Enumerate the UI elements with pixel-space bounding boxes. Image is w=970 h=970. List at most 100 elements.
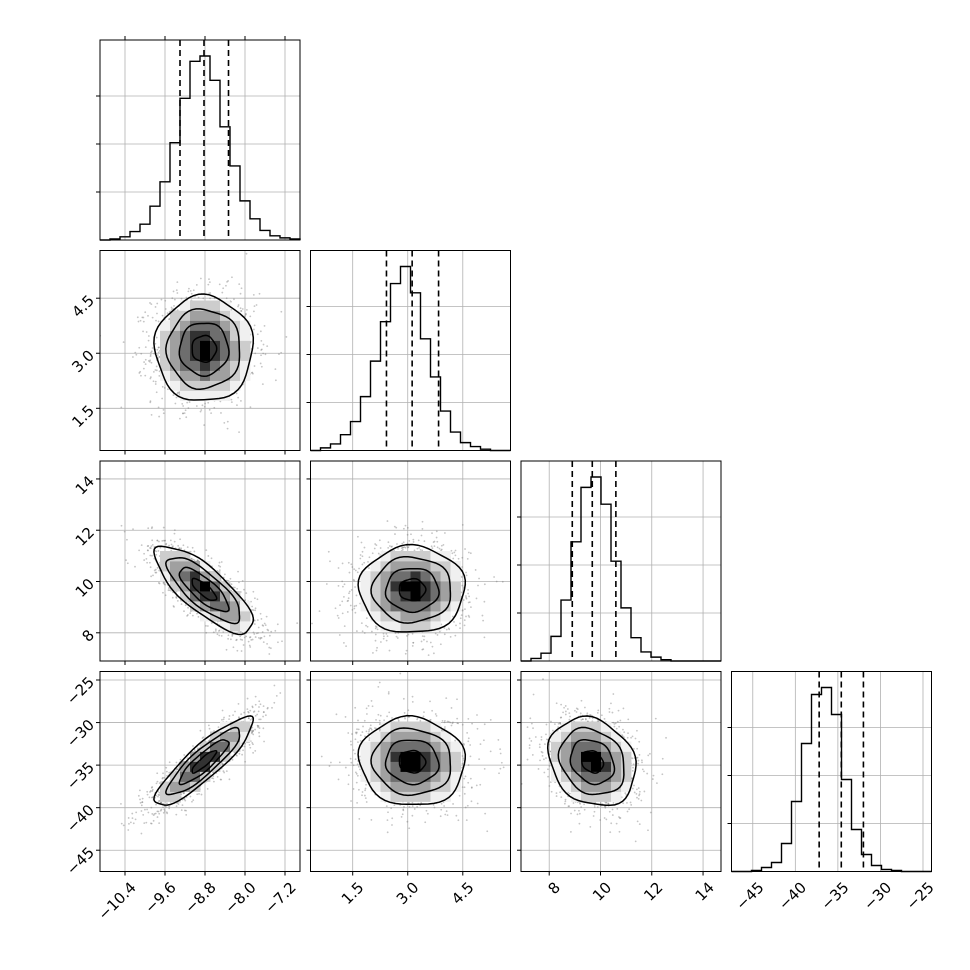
scatter-point (156, 539, 159, 542)
scatter-point (483, 583, 486, 586)
scatter-point (152, 380, 155, 383)
scatter-point (265, 615, 268, 618)
scatter-point (467, 601, 470, 604)
scatter-point (151, 316, 154, 319)
scatter-point (495, 580, 498, 583)
scatter-point (150, 786, 153, 789)
density-cell (220, 350, 231, 361)
scatter-point (266, 345, 269, 348)
scatter-point (237, 396, 240, 399)
density-cell (360, 571, 371, 582)
density-cell (390, 561, 401, 572)
scatter-point (140, 352, 143, 355)
scatter-point (244, 742, 247, 745)
density-cell (180, 340, 191, 351)
scatter-point (376, 628, 379, 631)
scatter-point (187, 606, 189, 609)
scatter-point (126, 562, 129, 565)
scatter-point (142, 316, 145, 319)
density-plot (120, 684, 282, 835)
scatter-point (466, 557, 469, 560)
scatter-point (143, 361, 146, 363)
scatter-point (204, 402, 206, 405)
scatter-point (467, 551, 470, 554)
scatter-point (348, 571, 351, 574)
scatter-point (155, 336, 158, 339)
scatter-point (241, 308, 244, 310)
scatter-point (365, 617, 368, 620)
density-cell (200, 390, 211, 401)
scatter-point (259, 362, 262, 365)
scatter-point (203, 424, 206, 426)
scatter-point (353, 605, 356, 608)
density-cell (160, 350, 171, 361)
scatter-point (171, 308, 173, 311)
scatter-point (259, 637, 262, 640)
scatter-point (221, 718, 223, 721)
density-cell (400, 591, 411, 602)
scatter-point (259, 612, 262, 615)
scatter-point (230, 300, 232, 303)
density-cell (200, 581, 211, 592)
scatter-point (196, 612, 198, 615)
scatter-point (178, 392, 181, 395)
density-cell (190, 340, 201, 351)
scatter-point (223, 716, 225, 719)
scatter-point (208, 278, 210, 281)
scatter-point (173, 540, 176, 543)
density-cell (220, 360, 231, 371)
scatter-point (261, 631, 264, 633)
scatter-point (354, 611, 357, 614)
axes-frame (310, 250, 511, 451)
scatter-point (361, 555, 364, 558)
density-panel-1-0 (96, 250, 301, 455)
scatter-point (147, 339, 150, 342)
scatter-point (157, 582, 160, 584)
scatter-point (355, 630, 358, 632)
scatter-point (188, 401, 191, 403)
scatter-point (143, 559, 146, 561)
scatter-point (171, 546, 174, 548)
scatter-point (397, 547, 399, 550)
scatter-point (406, 533, 409, 536)
scatter-point (158, 582, 161, 585)
hist-panel-0 (96, 36, 301, 241)
histogram-step (731, 686, 932, 873)
scatter-point (396, 637, 399, 639)
scatter-point (461, 609, 464, 612)
density-cell (190, 561, 201, 572)
density-cell (220, 320, 231, 331)
scatter-point (183, 792, 186, 795)
scatter-point (154, 383, 157, 385)
scatter-point (368, 556, 371, 559)
scatter-point (263, 635, 266, 638)
density-cell (240, 320, 251, 331)
density-cell (410, 551, 421, 562)
scatter-point (467, 592, 470, 595)
scatter-point (139, 319, 142, 322)
density-cell (420, 611, 431, 622)
scatter-point (220, 634, 223, 637)
scatter-point (262, 624, 265, 627)
scatter-point (149, 547, 152, 549)
scatter-point (417, 667, 419, 669)
scatter-point (245, 308, 248, 311)
scatter-point (443, 627, 446, 629)
scatter-point (254, 607, 257, 610)
scatter-point (401, 547, 403, 550)
scatter-point (154, 369, 157, 371)
scatter-point (361, 563, 364, 566)
scatter-point (217, 564, 220, 567)
scatter-point (244, 312, 247, 315)
histogram-step (310, 265, 511, 452)
scatter-point (191, 546, 194, 549)
scatter-point (158, 569, 161, 572)
scatter-point (180, 603, 183, 606)
scatter-point (258, 706, 260, 708)
density-cell (170, 360, 181, 371)
scatter-point (468, 601, 471, 604)
scatter-point (151, 539, 154, 542)
scatter-point (350, 563, 353, 566)
scatter-point (233, 298, 235, 301)
scatter-point (422, 648, 425, 651)
